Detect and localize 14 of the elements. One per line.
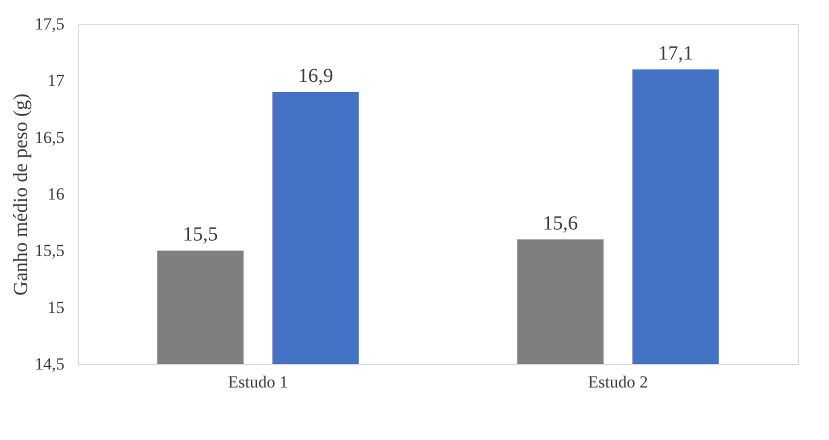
y-tick-label: 15,5 <box>34 241 64 260</box>
y-axis-title: Ganho médio de peso (g) <box>10 93 32 296</box>
data-label: 16,9 <box>298 65 334 87</box>
x-tick-label: Estudo 1 <box>228 372 288 392</box>
y-tick-label: 17 <box>48 71 65 90</box>
data-label: 15,5 <box>182 224 218 246</box>
y-tick-label: 17,5 <box>34 14 64 34</box>
x-tick-label: Estudo 2 <box>588 372 648 392</box>
y-tick-label: 14,5 <box>34 354 64 374</box>
y-tick-label: 16 <box>48 184 64 204</box>
y-tick-label: 16,5 <box>34 128 64 147</box>
y-tick-label: 15 <box>48 298 64 317</box>
data-label: 15,6 <box>542 212 578 234</box>
data-label: 17,1 <box>658 42 694 64</box>
